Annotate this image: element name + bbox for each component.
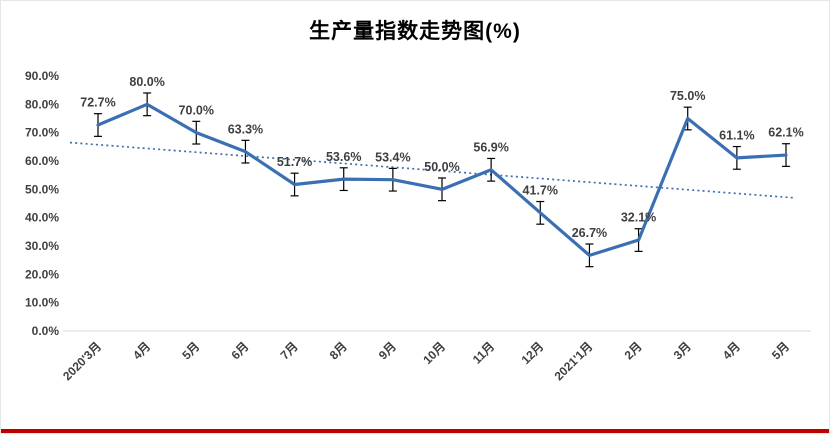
data-label: 62.1% <box>768 126 803 140</box>
chart-title: 生产量指数走势图(%) <box>309 20 521 43</box>
data-label: 41.7% <box>523 184 558 198</box>
y-axis-tick-label: 30.0% <box>25 239 59 253</box>
x-axis-tick-label: 4月 <box>720 339 743 362</box>
data-label: 75.0% <box>670 89 705 103</box>
data-label: 56.9% <box>473 140 508 154</box>
x-axis-tick-label: 8月 <box>327 339 350 362</box>
x-axis-tick-label: 3月 <box>671 339 694 362</box>
data-label: 32.1% <box>621 211 656 225</box>
y-axis-tick-label: 20.0% <box>25 267 59 281</box>
data-label: 70.0% <box>179 103 214 117</box>
x-axis-tick-label: 4月 <box>130 339 153 362</box>
data-label: 26.7% <box>572 226 607 240</box>
x-axis-tick-label: 12月 <box>519 339 547 367</box>
data-label: 50.0% <box>424 160 459 174</box>
x-axis-tick-label: 9月 <box>376 339 399 362</box>
y-axis-tick-label: 70.0% <box>25 126 59 140</box>
trendline <box>69 141 795 199</box>
x-axis-tick-label: 2月 <box>622 339 645 362</box>
y-axis-tick-label: 60.0% <box>25 154 59 168</box>
data-label: 51.7% <box>277 155 312 169</box>
data-label: 53.4% <box>375 150 410 164</box>
x-axis-tick-label: 11月 <box>470 339 497 366</box>
data-label: 53.6% <box>326 150 361 164</box>
y-axis-tick-label: 50.0% <box>25 182 59 196</box>
y-axis-tick-label: 80.0% <box>25 97 59 111</box>
y-axis-tick-label: 0.0% <box>32 324 60 338</box>
data-label: 61.1% <box>719 129 754 143</box>
y-axis-tick-label: 10.0% <box>25 296 59 310</box>
x-axis-tick-label: 5月 <box>769 339 792 362</box>
data-label: 72.7% <box>80 96 115 110</box>
x-axis-tick-label: 2020'3月 <box>60 339 104 383</box>
x-axis-tick-label: 2021'1月 <box>552 339 596 383</box>
series-line <box>96 102 788 257</box>
y-axis-tick-label: 40.0% <box>25 211 59 225</box>
x-axis-tick-label: 5月 <box>179 339 202 362</box>
x-axis-tick-label: 10月 <box>420 339 448 367</box>
data-label: 80.0% <box>129 75 164 89</box>
data-label: 63.3% <box>228 122 263 136</box>
y-axis-tick-label: 90.0% <box>25 69 59 83</box>
x-axis-tick-label: 6月 <box>228 339 251 362</box>
bottom-accent-bar <box>1 429 829 433</box>
x-axis-tick-label: 7月 <box>278 339 301 362</box>
